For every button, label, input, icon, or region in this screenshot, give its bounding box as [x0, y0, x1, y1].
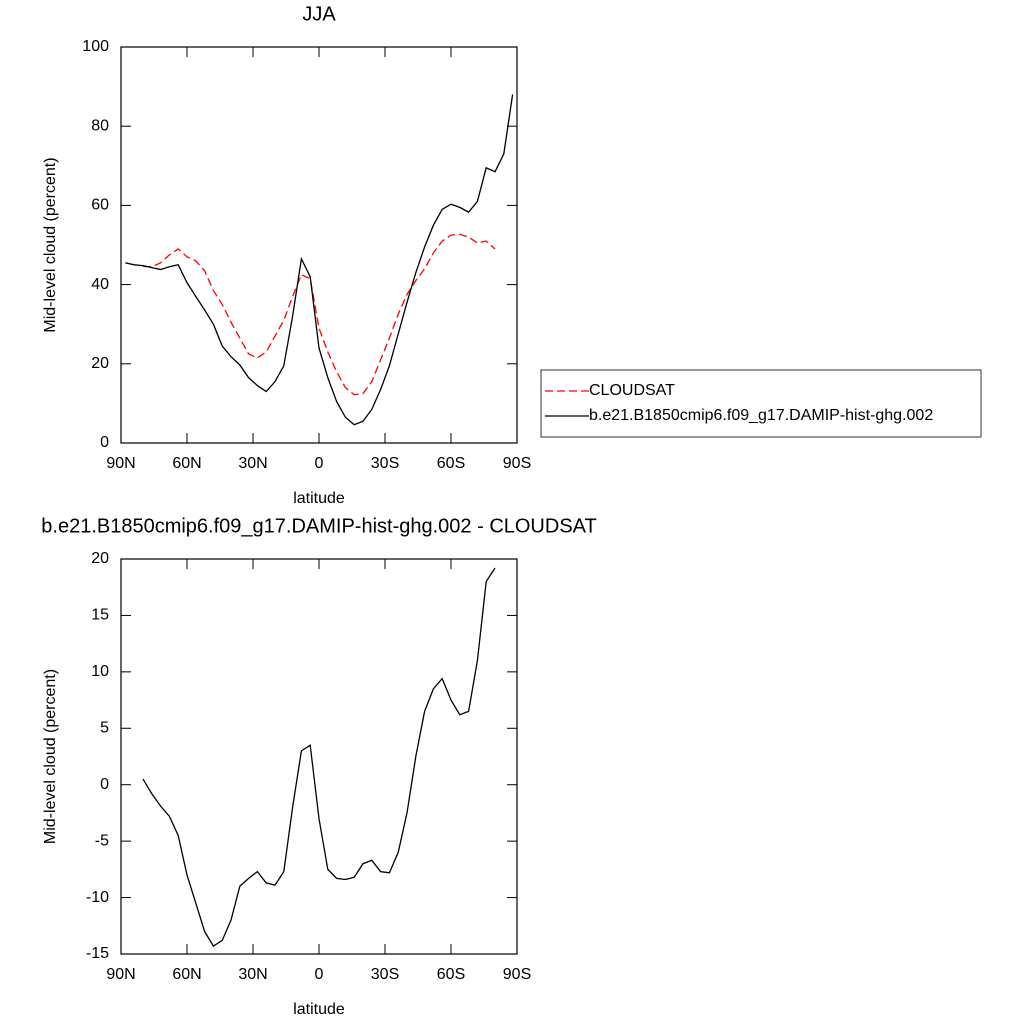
x-tick-label: 60S [437, 455, 465, 472]
x-tick-label: 90S [503, 455, 531, 472]
data-line [142, 233, 496, 396]
data-line [125, 94, 514, 426]
legend-label: b.e21.B1850cmip6.f09_g17.DAMIP-hist-ghg.… [589, 407, 933, 424]
y-tick-label: -5 [95, 832, 109, 849]
x-tick-label: 0 [315, 455, 324, 472]
legend-box [540, 369, 982, 438]
x-tick-label: 30S [371, 966, 399, 983]
plot-frame [120, 558, 518, 955]
legend: CLOUDSAT b.e21.B1850cmip6.f09_g17.DAMIP-h… [540, 369, 982, 438]
x-tick-label: 60N [172, 455, 201, 472]
x-tick-label: 0 [315, 966, 324, 983]
y-tick-label: 5 [100, 720, 109, 737]
x-tick-label: 90N [106, 455, 135, 472]
y-tick-label: -10 [86, 889, 109, 906]
y-tick-label: 0 [100, 776, 109, 793]
x-tick-label: 60N [172, 966, 201, 983]
x-axis-label: latitude [293, 1001, 345, 1018]
x-tick-label: 30N [238, 455, 267, 472]
y-tick-label: 60 [91, 197, 109, 214]
y-tick-label: 100 [82, 38, 109, 55]
x-tick-label: 30S [371, 455, 399, 472]
legend-label: CLOUDSAT [589, 382, 675, 399]
y-tick-label: 15 [91, 607, 109, 624]
x-tick-label: 90S [503, 966, 531, 983]
x-axis-label: latitude [293, 490, 345, 507]
data-line [142, 567, 496, 948]
y-tick-label: 0 [100, 434, 109, 451]
plot-frame [120, 46, 518, 444]
chart-title: b.e21.B1850cmip6.f09_g17.DAMIP-hist-ghg.… [41, 515, 596, 537]
x-tick-label: 90N [106, 966, 135, 983]
y-tick-label: 80 [91, 117, 109, 134]
x-tick-label: 30N [238, 966, 267, 983]
y-tick-label: 20 [91, 550, 109, 567]
y-axis-label: Mid-level cloud (percent) [42, 669, 59, 844]
x-tick-label: 60S [437, 966, 465, 983]
y-tick-label: 20 [91, 355, 109, 372]
y-axis-label: Mid-level cloud (percent) [42, 157, 59, 332]
y-tick-label: -15 [86, 945, 109, 962]
y-tick-label: 40 [91, 276, 109, 293]
y-tick-label: 10 [91, 663, 109, 680]
chart-title: JJA [302, 3, 336, 25]
